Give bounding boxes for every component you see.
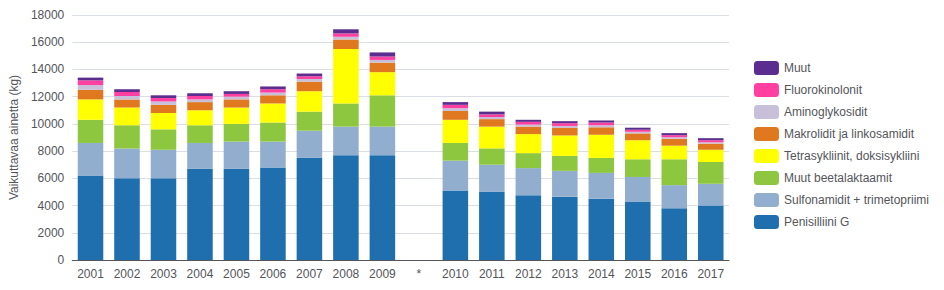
svg-text:18000: 18000 xyxy=(31,8,65,22)
svg-text:2005: 2005 xyxy=(223,267,250,281)
svg-text:14000: 14000 xyxy=(31,62,65,76)
svg-text:2000: 2000 xyxy=(38,226,65,240)
svg-text:2007: 2007 xyxy=(296,267,323,281)
svg-text:*: * xyxy=(417,267,422,281)
svg-text:12000: 12000 xyxy=(31,90,65,104)
svg-text:2011: 2011 xyxy=(479,267,505,281)
svg-text:Tetrasykliinit, doksisykliini: Tetrasykliinit, doksisykliini xyxy=(784,149,919,163)
svg-text:2014: 2014 xyxy=(588,267,615,281)
svg-text:2008: 2008 xyxy=(333,267,360,281)
svg-text:Penisilliini G: Penisilliini G xyxy=(784,215,849,229)
svg-text:2016: 2016 xyxy=(661,267,688,281)
svg-text:Sulfonamidit + trimetopriimi: Sulfonamidit + trimetopriimi xyxy=(784,193,929,207)
svg-text:2003: 2003 xyxy=(150,267,177,281)
svg-text:Aminoglykosidit: Aminoglykosidit xyxy=(784,105,868,119)
svg-text:2001: 2001 xyxy=(77,267,104,281)
svg-text:Vaikuttavaa ainetta (kg): Vaikuttavaa ainetta (kg) xyxy=(7,75,21,200)
svg-text:2006: 2006 xyxy=(260,267,287,281)
svg-text:2015: 2015 xyxy=(624,267,651,281)
svg-text:2004: 2004 xyxy=(187,267,214,281)
svg-text:2010: 2010 xyxy=(442,267,469,281)
svg-text:Makrolidit ja linkosamidit: Makrolidit ja linkosamidit xyxy=(784,127,915,141)
svg-text:2017: 2017 xyxy=(697,267,724,281)
svg-text:2009: 2009 xyxy=(369,267,396,281)
svg-text:0: 0 xyxy=(58,253,65,267)
svg-text:4000: 4000 xyxy=(38,199,65,213)
svg-text:2002: 2002 xyxy=(114,267,141,281)
svg-text:2013: 2013 xyxy=(551,267,578,281)
svg-text:10000: 10000 xyxy=(31,117,65,131)
svg-text:6000: 6000 xyxy=(38,171,65,185)
svg-text:2012: 2012 xyxy=(515,267,542,281)
svg-text:Muut: Muut xyxy=(784,61,811,75)
svg-text:Muut beetalaktaamit: Muut beetalaktaamit xyxy=(784,171,893,185)
svg-text:16000: 16000 xyxy=(31,35,65,49)
svg-text:8000: 8000 xyxy=(38,144,65,158)
svg-text:Fluorokinolonit: Fluorokinolonit xyxy=(784,83,863,97)
